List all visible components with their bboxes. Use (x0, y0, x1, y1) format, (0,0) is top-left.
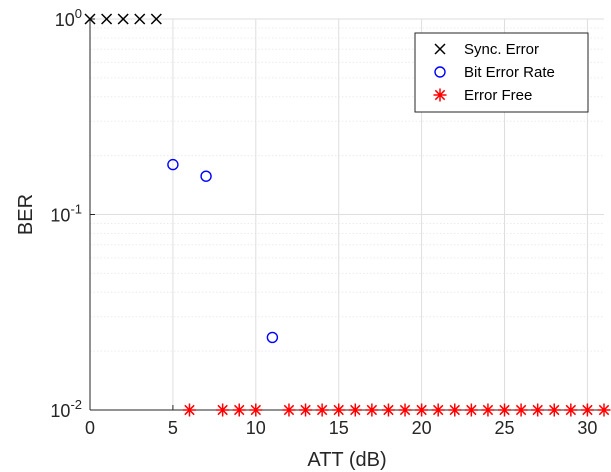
error-free-point (299, 403, 313, 417)
legend-label: Bit Error Rate (464, 64, 555, 81)
error-free-point (415, 403, 429, 417)
error-free-point (249, 403, 263, 417)
error-free-point (547, 403, 561, 417)
x-tick-label: 15 (329, 418, 349, 438)
x-tick-label: 25 (495, 418, 515, 438)
y-axis-label: BER (15, 194, 37, 235)
error-free-point (365, 403, 379, 417)
x-axis-label: ATT (dB) (307, 449, 386, 471)
tick-labels: 0 5 10 15 20 25 30 10-2 10-1 100 (50, 6, 597, 438)
error-free-point (580, 403, 594, 417)
error-free-point (381, 403, 395, 417)
sync-error-point (117, 13, 129, 25)
error-free-point (315, 403, 329, 417)
x-tick-label: 20 (412, 418, 432, 438)
error-free-point (531, 403, 545, 417)
series-sync-error (84, 13, 162, 25)
error-free-point (448, 403, 462, 417)
error-free-point (514, 403, 528, 417)
error-free-point (464, 403, 478, 417)
bit-error-rate-point (167, 158, 179, 171)
error-free-point (232, 403, 246, 417)
error-free-point (597, 403, 611, 417)
y-tick-label: 10-1 (50, 202, 82, 226)
legend-marker (433, 88, 447, 102)
sync-error-point (134, 13, 146, 25)
x-tick-label: 10 (246, 418, 266, 438)
error-free-point (498, 403, 512, 417)
legend-item-bit-error-rate: Bit Error Rate (434, 64, 555, 81)
error-free-point (332, 403, 346, 417)
legend-label: Error Free (464, 87, 532, 104)
x-tick-label: 30 (577, 418, 597, 438)
bit-error-rate-point (200, 170, 212, 182)
sync-error-point (101, 13, 113, 25)
legend-item-sync-error: Sync. Error (434, 41, 539, 58)
legend-label: Sync. Error (464, 41, 539, 58)
x-tick-label: 0 (85, 418, 95, 438)
error-free-point (182, 403, 196, 417)
y-tick-label: 10-2 (50, 397, 82, 421)
legend-marker (434, 66, 446, 78)
sync-error-point (150, 13, 162, 25)
error-free-point (216, 403, 230, 417)
series-bit-error-rate (167, 158, 279, 344)
error-free-point (431, 403, 445, 417)
legend-marker (434, 43, 446, 55)
sync-error-point (84, 13, 96, 25)
data-marks (84, 13, 611, 417)
error-free-point (348, 403, 362, 417)
y-tick-label: 100 (55, 6, 82, 30)
x-tick-label: 5 (168, 418, 178, 438)
error-free-point (481, 403, 495, 417)
error-free-point (564, 403, 578, 417)
series-error-free (182, 403, 611, 417)
legend-item-error-free: Error Free (433, 87, 532, 104)
error-free-point (398, 403, 412, 417)
legend: Sync. Error Bit Error Rate Error Free (414, 32, 589, 113)
bit-error-rate-point (266, 331, 279, 344)
error-free-point (282, 403, 296, 417)
